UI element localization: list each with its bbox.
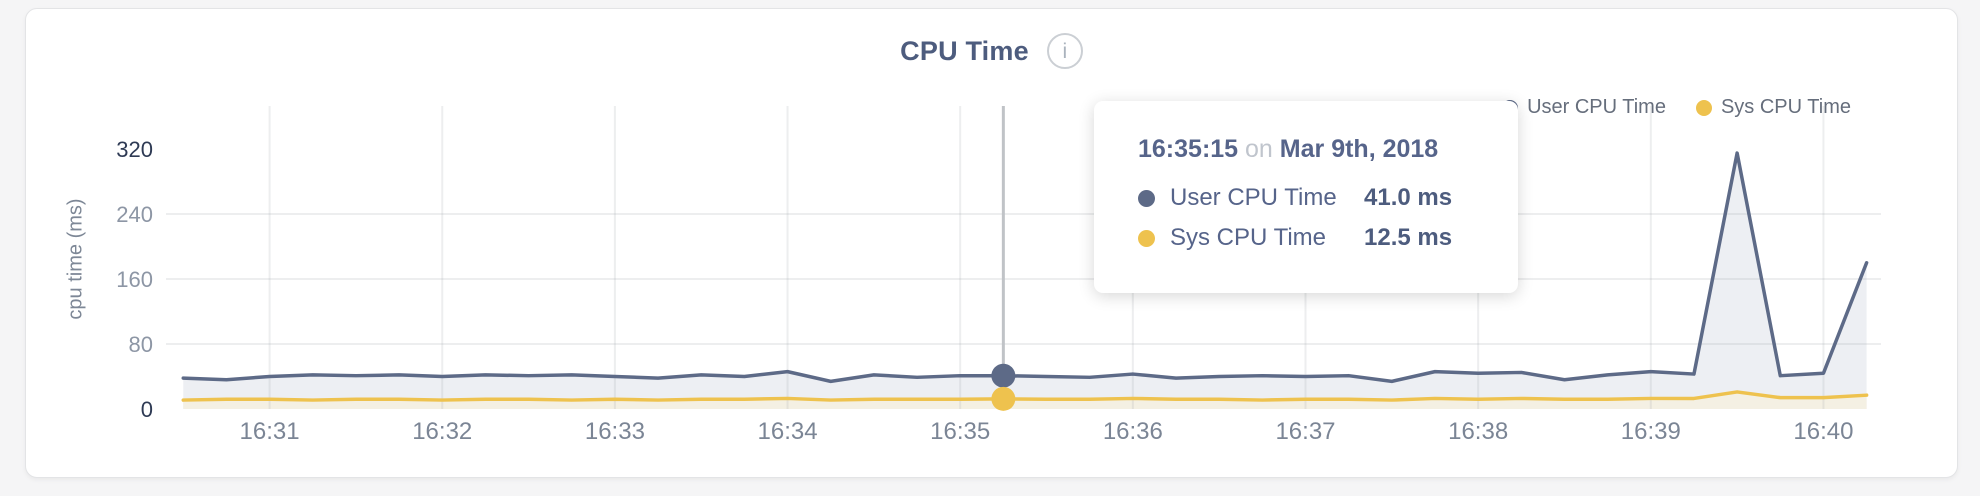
sys-series-dot-icon <box>1695 99 1712 116</box>
x-tick-label: 16:32 <box>412 418 472 445</box>
chart-legend: User CPU Time Sys CPU Time <box>1502 96 1851 119</box>
gridlines <box>166 106 1881 409</box>
y-tick-label: 160 <box>116 267 153 292</box>
x-tick-label: 16:34 <box>758 418 818 445</box>
legend-label-sys: Sys CPU Time <box>1720 96 1851 118</box>
x-tick-label: 16:36 <box>1103 418 1163 445</box>
tooltip-series-value: 12.5 ms <box>1364 224 1453 251</box>
info-icon[interactable]: i <box>1046 33 1083 69</box>
cpu-time-chart[interactable]: 0 80 160 240 320 16:31 16:32 16:33 16:34 16:35 16:… <box>26 9 1959 479</box>
tooltip-series-label: User CPU Time <box>1170 184 1337 211</box>
line-1 <box>181 390 1869 402</box>
chart-header: CPU Time i <box>26 33 1957 69</box>
x-tick-label: 16:40 <box>1793 418 1853 445</box>
chart-card: CPU Time i User CPU Time Sys CPU Time cp… <box>25 8 1958 478</box>
y-tick-label: 80 <box>129 332 153 357</box>
sys-series-dot-icon <box>1138 229 1155 247</box>
x-tick-label: 16:35 <box>930 418 990 445</box>
tooltip-row-sys: Sys CPU Time 12.5 ms <box>1138 218 1518 258</box>
x-tick-label: 16:31 <box>240 418 300 445</box>
x-tick-label: 16:37 <box>1275 418 1335 445</box>
line-0 <box>181 151 1869 384</box>
tooltip-series-label: Sys CPU Time <box>1170 224 1327 251</box>
legend-item-user[interactable]: User CPU Time <box>1502 96 1666 119</box>
chart-tooltip: 16:35:15 on Mar 9th, 2018 User CPU Time … <box>1094 101 1518 293</box>
tooltip-timestamp: 16:35:15 on Mar 9th, 2018 <box>1138 135 1439 163</box>
tooltip-row-user: User CPU Time 41.0 ms <box>1138 178 1518 218</box>
user-series-dot-icon <box>1138 189 1155 207</box>
x-tick-label: 16:39 <box>1621 418 1681 445</box>
highlight-dot <box>991 363 1016 388</box>
y-axis-title: cpu time (ms) <box>64 198 87 320</box>
legend-item-sys[interactable]: Sys CPU Time <box>1695 96 1851 119</box>
y-tick-label: 0 <box>141 397 153 422</box>
y-tick-label: 320 <box>116 137 153 162</box>
area-0 <box>183 153 1867 409</box>
highlight-dot <box>991 386 1016 411</box>
x-tick-label: 16:33 <box>585 418 645 445</box>
chart-title: CPU Time <box>900 35 1029 66</box>
y-tick-label: 240 <box>116 202 153 227</box>
x-tick-label: 16:38 <box>1448 418 1508 445</box>
tooltip-series-value: 41.0 ms <box>1364 184 1453 211</box>
tooltip-conjunction: on <box>1245 135 1273 163</box>
legend-label-user: User CPU Time <box>1527 96 1666 118</box>
